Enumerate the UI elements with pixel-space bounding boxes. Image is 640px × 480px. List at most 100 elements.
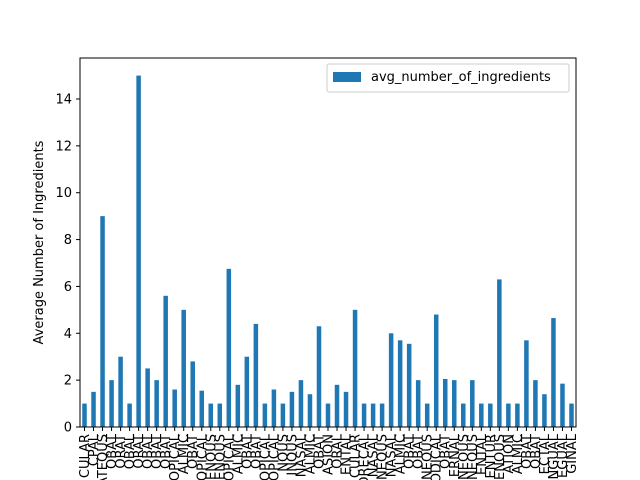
x-tick-label-18: OBAT [240,434,255,469]
bar-53 [560,383,565,427]
x-tick-label-7: OBAT [141,434,156,469]
bar-44 [479,403,484,427]
bar-30 [352,309,358,427]
x-tick-label-22: NQUS [276,434,291,472]
bar-24 [298,380,304,427]
y-tick-label-7: 14 [55,93,72,108]
x-tick-label-40: OBAT [439,434,454,469]
bar-26 [316,326,322,427]
x-axis: CULARCPALATEQUSOBATORATOBALORATOBATOBATO… [78,427,580,480]
bar-15 [217,403,223,427]
x-tick-label-43: NEOUS [466,434,481,480]
x-tick-label-50: OBAT [529,434,544,469]
x-tick-label-20: OPICAL [258,433,273,480]
x-tick-label-24: NASAL [294,433,309,477]
x-tick-label-48: ALMIC [511,434,526,474]
bar-51 [542,394,547,427]
bar-33 [379,403,385,427]
bar-9 [163,295,168,427]
x-tick-label-6: ORAT [132,434,147,469]
bar-49 [524,340,529,427]
bar-35 [397,340,403,427]
x-tick-label-28: ORAL [331,433,346,469]
bar-19 [253,323,259,427]
bar-31 [361,403,367,427]
y-tick-label-6: 12 [55,139,72,154]
x-tick-label-33: NEOUS [376,434,391,480]
bar-42 [461,403,466,427]
x-tick-label-14: ENOUS [204,434,219,480]
bar-39 [433,314,439,427]
plot-frame [79,57,577,428]
bar-28 [334,384,340,427]
bar-50 [533,380,538,427]
x-tick-label-31: ORECAL [358,433,373,480]
bar-17 [235,384,241,427]
x-tick-label-4: ORAT [114,434,129,469]
bar-8 [154,380,159,427]
x-tick-label-17: ALMIC [231,434,246,474]
x-tick-label-45: ENTUR [484,434,499,478]
bar-5 [127,403,132,427]
x-tick-label-25: ALMIC [303,434,318,474]
x-tick-label-19: OBAT [249,434,264,469]
y-tick-label-1: 2 [64,374,72,389]
bar-4 [118,356,123,427]
x-tick-label-51: ECTAL [538,433,553,474]
bar-40 [442,378,448,427]
x-tick-label-34: NASAL [385,433,400,477]
bar-36 [406,343,412,427]
x-tick-label-52: NGUAL [547,433,562,479]
bar-20 [262,403,268,427]
y-tick-label-2: 4 [64,327,72,342]
bar-46 [497,279,502,427]
bar-3 [109,380,114,427]
bar-16 [226,268,232,427]
x-tick-label-37: OBAT [412,434,427,469]
legend-swatch [333,72,361,82]
bar-18 [244,356,250,427]
bar-38 [424,403,430,427]
x-tick-label-30: CULAR [349,434,364,478]
bar-13 [199,390,204,427]
x-tick-label-0: CULAR [78,434,93,478]
x-tick-label-54: GINAL [565,433,580,474]
x-tick-label-49: OBAT [520,434,535,469]
x-tick-label-46: ENOUS [493,434,508,480]
x-tick-label-10: OPICAL [168,433,183,480]
x-tick-label-36: OBAT [403,434,418,469]
x-tick-label-3: OBAT [105,434,120,469]
bar-7 [145,368,150,427]
x-tick-label-9: OBAT [159,434,174,469]
x-tick-label-13: OPICAL [195,433,210,480]
bar-27 [325,403,331,427]
x-tick-label-5: OBAL [123,433,138,469]
bar-37 [415,380,421,427]
bar-29 [343,391,349,427]
bar-11 [181,309,186,427]
x-tick-label-12: OBAT [186,434,201,469]
legend: avg_number_of_ingredients [326,63,570,93]
bar-6 [136,75,141,427]
y-tick-label-4: 8 [64,233,72,248]
x-tick-label-47: ATION [502,434,517,474]
bar-34 [388,333,394,427]
bar-1 [91,391,96,427]
y-axis-title: Average Number of Ingredients [32,140,47,344]
bar-12 [190,361,195,427]
x-tick-label-27: ASION [322,434,337,475]
x-tick-label-41: ERNAL [448,433,463,477]
bar-43 [470,380,475,427]
x-tick-label-15: ENOUS [213,434,228,480]
x-tick-label-23: INOUS [285,434,300,476]
x-tick-label-16: OPICAL [222,433,237,480]
x-tick-label-1: CPAL [87,433,102,466]
x-tick-label-8: OBAT [150,434,165,469]
x-tick-label-44: ENTAL [475,433,490,475]
x-tick-label-29: ENTAL [340,433,355,475]
bar-54 [569,403,574,427]
y-tick-label-0: 0 [64,421,72,436]
x-tick-label-26: OBAT [312,434,327,469]
x-tick-label-42: ENEOUS [457,434,472,480]
